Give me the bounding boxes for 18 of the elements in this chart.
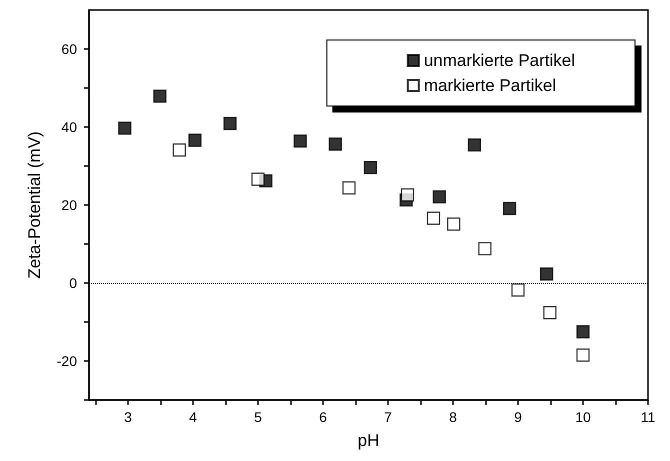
x-tick-label: 3 xyxy=(124,409,132,425)
y-tick-label: 60 xyxy=(61,41,78,57)
x-tick-label: 7 xyxy=(384,409,392,425)
y-tick-label: 20 xyxy=(61,197,78,213)
x-tick-label: 9 xyxy=(514,409,522,425)
x-tick-label: 8 xyxy=(449,409,458,425)
y-tick-label: -20 xyxy=(56,353,78,369)
x-tick-label: 11 xyxy=(640,409,656,425)
x-tick-label: 10 xyxy=(575,409,591,425)
y-axis-title: Zeta-Potential (mV) xyxy=(25,131,44,279)
y-tick-label: 40 xyxy=(61,119,78,135)
x-tick-label: 6 xyxy=(319,409,328,425)
x-axis-title: pH xyxy=(358,431,380,450)
legend-label: markierte Partikel xyxy=(424,76,556,95)
legend-label: unmarkierte Partikel xyxy=(424,51,576,70)
y-tick-label: 0 xyxy=(69,275,78,291)
x-tick-label: 5 xyxy=(254,409,262,425)
x-tick-label: 4 xyxy=(189,409,198,425)
